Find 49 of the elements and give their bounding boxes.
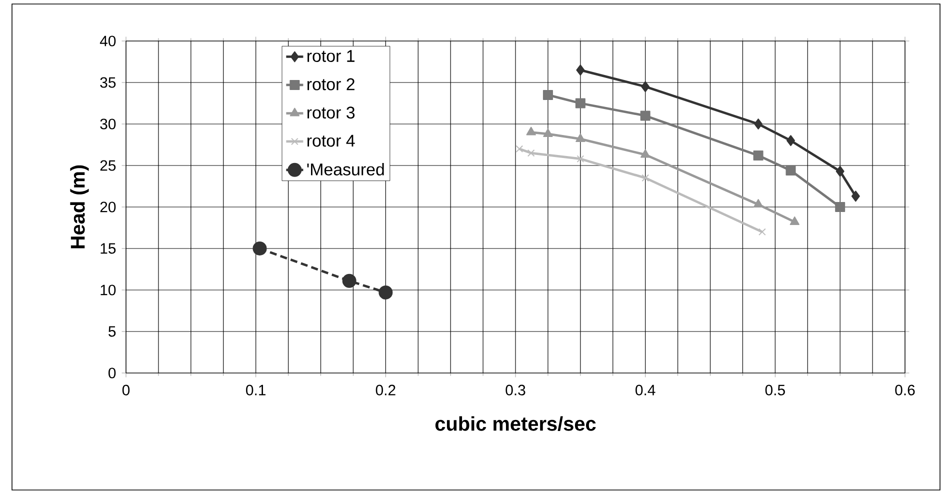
point: [576, 133, 586, 142]
point: [640, 110, 650, 121]
legend-label: rotor 3: [308, 106, 355, 119]
point: [758, 228, 766, 236]
point: [576, 64, 585, 76]
point: [753, 150, 764, 161]
point: [526, 126, 536, 136]
point: [576, 155, 584, 163]
point: [342, 274, 356, 288]
point: [754, 118, 763, 130]
legend-label: 'Measured: [307, 163, 384, 176]
point: [527, 149, 535, 157]
point: [252, 242, 267, 256]
point: [835, 202, 846, 212]
point: [516, 145, 524, 153]
point: [753, 199, 764, 208]
point: [786, 135, 795, 146]
legend-label: rotor 1: [308, 50, 354, 62]
point: [786, 165, 796, 176]
point: [641, 81, 650, 92]
point: [542, 90, 553, 100]
point: [642, 174, 650, 182]
y-tick-label: 15: [100, 243, 116, 254]
x-tick-label: 0.2: [376, 384, 396, 396]
y-tick-label: 5: [108, 326, 116, 337]
point: [851, 190, 860, 202]
y-tick-label: 40: [100, 36, 116, 46]
x-tick-label: 0.3: [506, 384, 526, 396]
point: [543, 128, 553, 137]
y-tick-label: 35: [100, 77, 116, 88]
point: [790, 216, 800, 225]
x-tick-label: 0.1: [246, 384, 266, 396]
y-tick-label: 20: [100, 202, 116, 212]
x-tick-label: 0.5: [765, 384, 785, 396]
point: [836, 166, 844, 177]
y-axis-title: Head (m): [70, 165, 89, 248]
y-tick-label: 25: [100, 160, 116, 171]
legend-label: rotor 4: [308, 134, 355, 147]
point: [378, 285, 393, 300]
point: [575, 98, 586, 108]
y-tick-label: 30: [100, 118, 116, 130]
y-tick-label: 10: [100, 284, 116, 296]
legend-label: rotor 2: [308, 78, 354, 90]
y-tick-label: 0: [108, 368, 116, 378]
x-tick-label: 0: [122, 384, 130, 396]
x-tick-label: 0.6: [895, 384, 915, 396]
x-axis-title: cubic meters/sec: [435, 416, 596, 432]
x-tick-label: 0.4: [636, 384, 656, 396]
point: [640, 149, 650, 158]
